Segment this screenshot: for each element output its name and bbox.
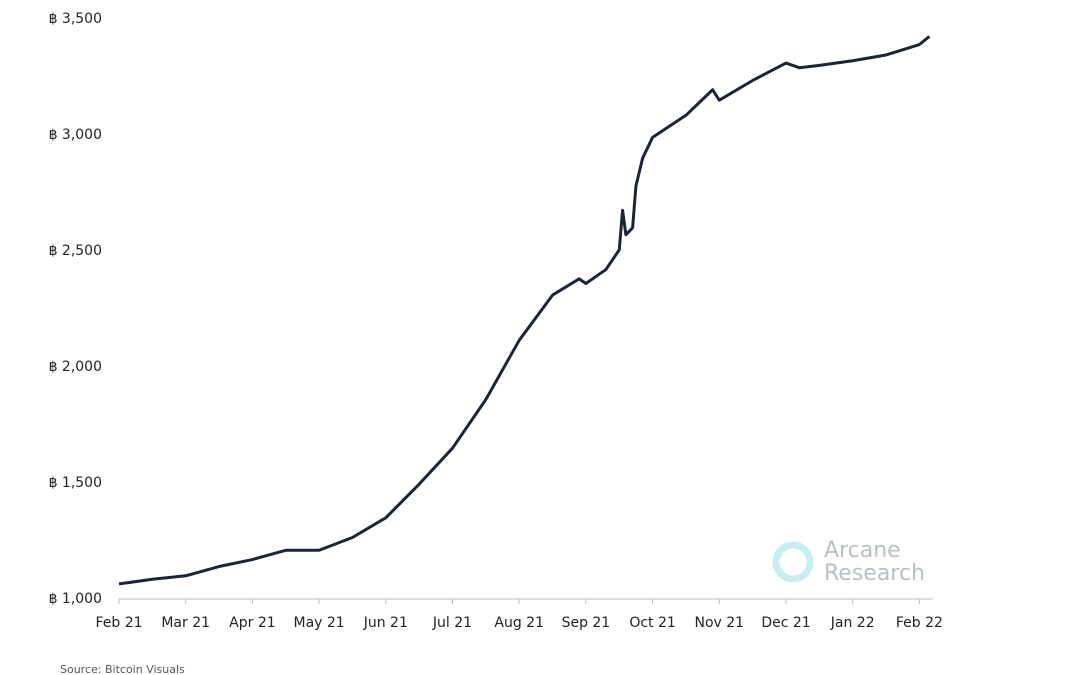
x-tick-label: Jul 21 bbox=[432, 615, 472, 631]
watermark: Arcane Research bbox=[772, 538, 925, 586]
x-tick-label: Oct 21 bbox=[629, 615, 675, 631]
y-tick-label: ฿ 2,000 bbox=[49, 359, 102, 375]
x-tick-label: Dec 21 bbox=[761, 615, 810, 631]
x-tick-label: Sep 21 bbox=[562, 615, 611, 631]
x-tick-label: Mar 21 bbox=[161, 615, 210, 631]
y-tick-label: ฿ 3,500 bbox=[49, 11, 102, 27]
x-tick-label: Nov 21 bbox=[695, 615, 745, 631]
x-tick-label: Feb 21 bbox=[95, 615, 142, 631]
y-tick-label: ฿ 1,000 bbox=[49, 591, 102, 607]
x-tick-label: Jun 21 bbox=[363, 615, 408, 631]
watermark-logo bbox=[772, 541, 814, 583]
y-tick-label: ฿ 3,000 bbox=[49, 127, 102, 143]
x-tick-label: Aug 21 bbox=[494, 615, 544, 631]
watermark-text: Arcane Research bbox=[824, 538, 925, 586]
y-tick-label: ฿ 2,500 bbox=[49, 243, 102, 259]
y-tick-label: ฿ 1,500 bbox=[49, 475, 102, 491]
x-tick-label: Jan 22 bbox=[830, 615, 875, 631]
x-tick-label: Feb 22 bbox=[896, 615, 943, 631]
x-tick-label: Apr 21 bbox=[229, 615, 275, 631]
x-tick-label: May 21 bbox=[293, 615, 344, 631]
line bbox=[118, 35, 931, 586]
source: Source: Bitcoin Visuals bbox=[60, 663, 185, 675]
